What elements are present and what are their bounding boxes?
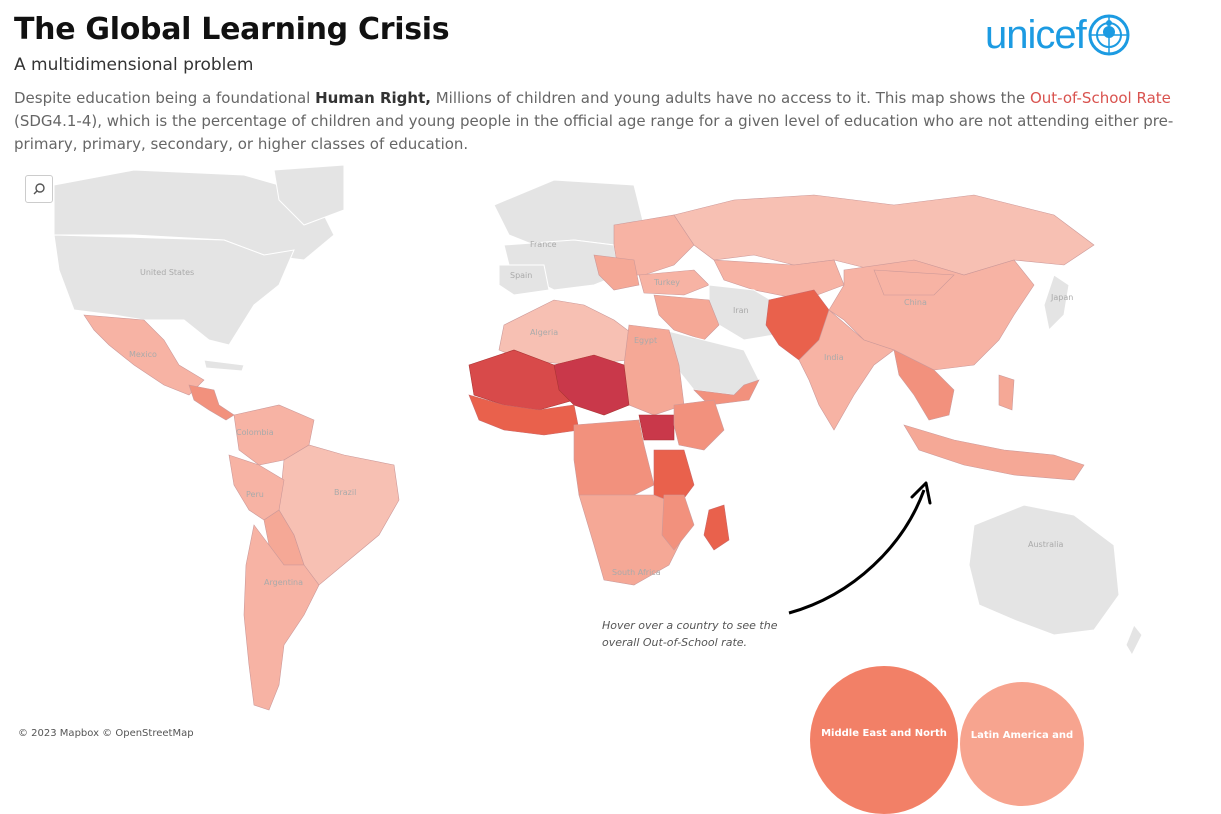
country-southeast-asia[interactable] — [893, 349, 955, 421]
country-cuba[interactable] — [203, 359, 245, 372]
country-central-america[interactable] — [188, 384, 235, 421]
label-south-africa: South Africa — [612, 568, 661, 577]
annotation-line-2: overall Out-of-School rate. — [602, 636, 748, 649]
map-search-button[interactable] — [25, 175, 53, 203]
label-japan: Japan — [1050, 293, 1073, 302]
country-spain[interactable] — [498, 264, 550, 296]
label-turkey: Turkey — [653, 278, 680, 287]
country-madagascar[interactable] — [703, 504, 730, 551]
label-colombia: Colombia — [236, 428, 274, 437]
country-indonesia[interactable] — [903, 424, 1085, 481]
annotation-line-1: Hover over a country to see the — [602, 619, 778, 632]
bubble-latin-america[interactable]: Latin America and — [960, 682, 1084, 806]
desc-part-2: Millions of children and young adults ha… — [430, 89, 1030, 107]
label-france: France — [530, 240, 557, 249]
country-greenland[interactable] — [273, 165, 345, 226]
annotation-arrowhead — [910, 481, 932, 505]
label-peru: Peru — [246, 490, 264, 499]
label-india: India — [824, 353, 844, 362]
country-india[interactable] — [798, 309, 895, 431]
page-title: The Global Learning Crisis — [14, 12, 450, 47]
desc-part-3: (SDG4.1-4), which is the percentage of c… — [14, 112, 1174, 153]
map-annotation: Hover over a country to see the overall … — [602, 617, 777, 651]
unicef-logo: unicef — [985, 10, 1132, 60]
country-tanzania[interactable] — [653, 449, 695, 506]
label-brazil: Brazil — [334, 488, 356, 497]
country-japan[interactable] — [1043, 274, 1070, 332]
country-niger-chad[interactable] — [553, 354, 630, 416]
country-australia[interactable] — [968, 504, 1120, 636]
label-united-states: United States — [140, 268, 194, 277]
unicef-globe-icon — [1088, 14, 1130, 56]
bubble-middle-east-north-africa[interactable]: Middle East and North — [810, 666, 958, 814]
desc-out-of-school-rate: Out-of-School Rate — [1029, 89, 1171, 107]
annotation-arrow — [788, 489, 926, 615]
country-balkans[interactable] — [593, 254, 640, 291]
desc-part-1: Despite education being a foundational — [14, 89, 316, 107]
world-map[interactable]: United States Mexico Colombia Brazil Per… — [14, 165, 1144, 738]
description: Despite education being a foundational H… — [14, 87, 1189, 156]
country-ethiopia[interactable] — [673, 399, 725, 451]
country-peru[interactable] — [228, 454, 285, 521]
country-south-sudan[interactable] — [638, 414, 675, 441]
country-china[interactable] — [828, 259, 1035, 371]
map-credit: © 2023 Mapbox © OpenStreetMap — [18, 728, 194, 739]
label-algeria: Algeria — [530, 328, 558, 337]
label-china: China — [904, 298, 927, 307]
country-turkey[interactable] — [638, 269, 710, 296]
country-mongolia[interactable] — [873, 269, 955, 296]
search-icon — [33, 183, 45, 195]
country-mexico[interactable] — [83, 314, 205, 396]
bubble-label: Middle East and North — [821, 728, 947, 739]
country-philippines[interactable] — [998, 374, 1015, 411]
label-argentina: Argentina — [264, 578, 303, 587]
country-southern-africa[interactable] — [578, 494, 685, 586]
unicef-logo-text: unicef — [985, 12, 1087, 57]
country-canada[interactable] — [53, 169, 335, 261]
country-argentina-chile[interactable] — [243, 524, 320, 711]
label-egypt: Egypt — [634, 336, 657, 345]
country-new-zealand[interactable] — [1125, 624, 1143, 657]
country-united-states[interactable] — [53, 234, 295, 346]
label-australia: Australia — [1028, 540, 1063, 549]
bubble-label: Latin America and — [970, 730, 1074, 741]
desc-human-right: Human Right, — [315, 89, 431, 107]
label-spain: Spain — [510, 271, 532, 280]
country-kazakhstan[interactable] — [713, 259, 845, 301]
country-central-africa[interactable] — [573, 419, 655, 506]
page-subtitle: A multidimensional problem — [14, 55, 254, 75]
country-mozambique[interactable] — [661, 494, 695, 551]
label-iran: Iran — [733, 306, 749, 315]
label-mexico: Mexico — [129, 350, 157, 359]
